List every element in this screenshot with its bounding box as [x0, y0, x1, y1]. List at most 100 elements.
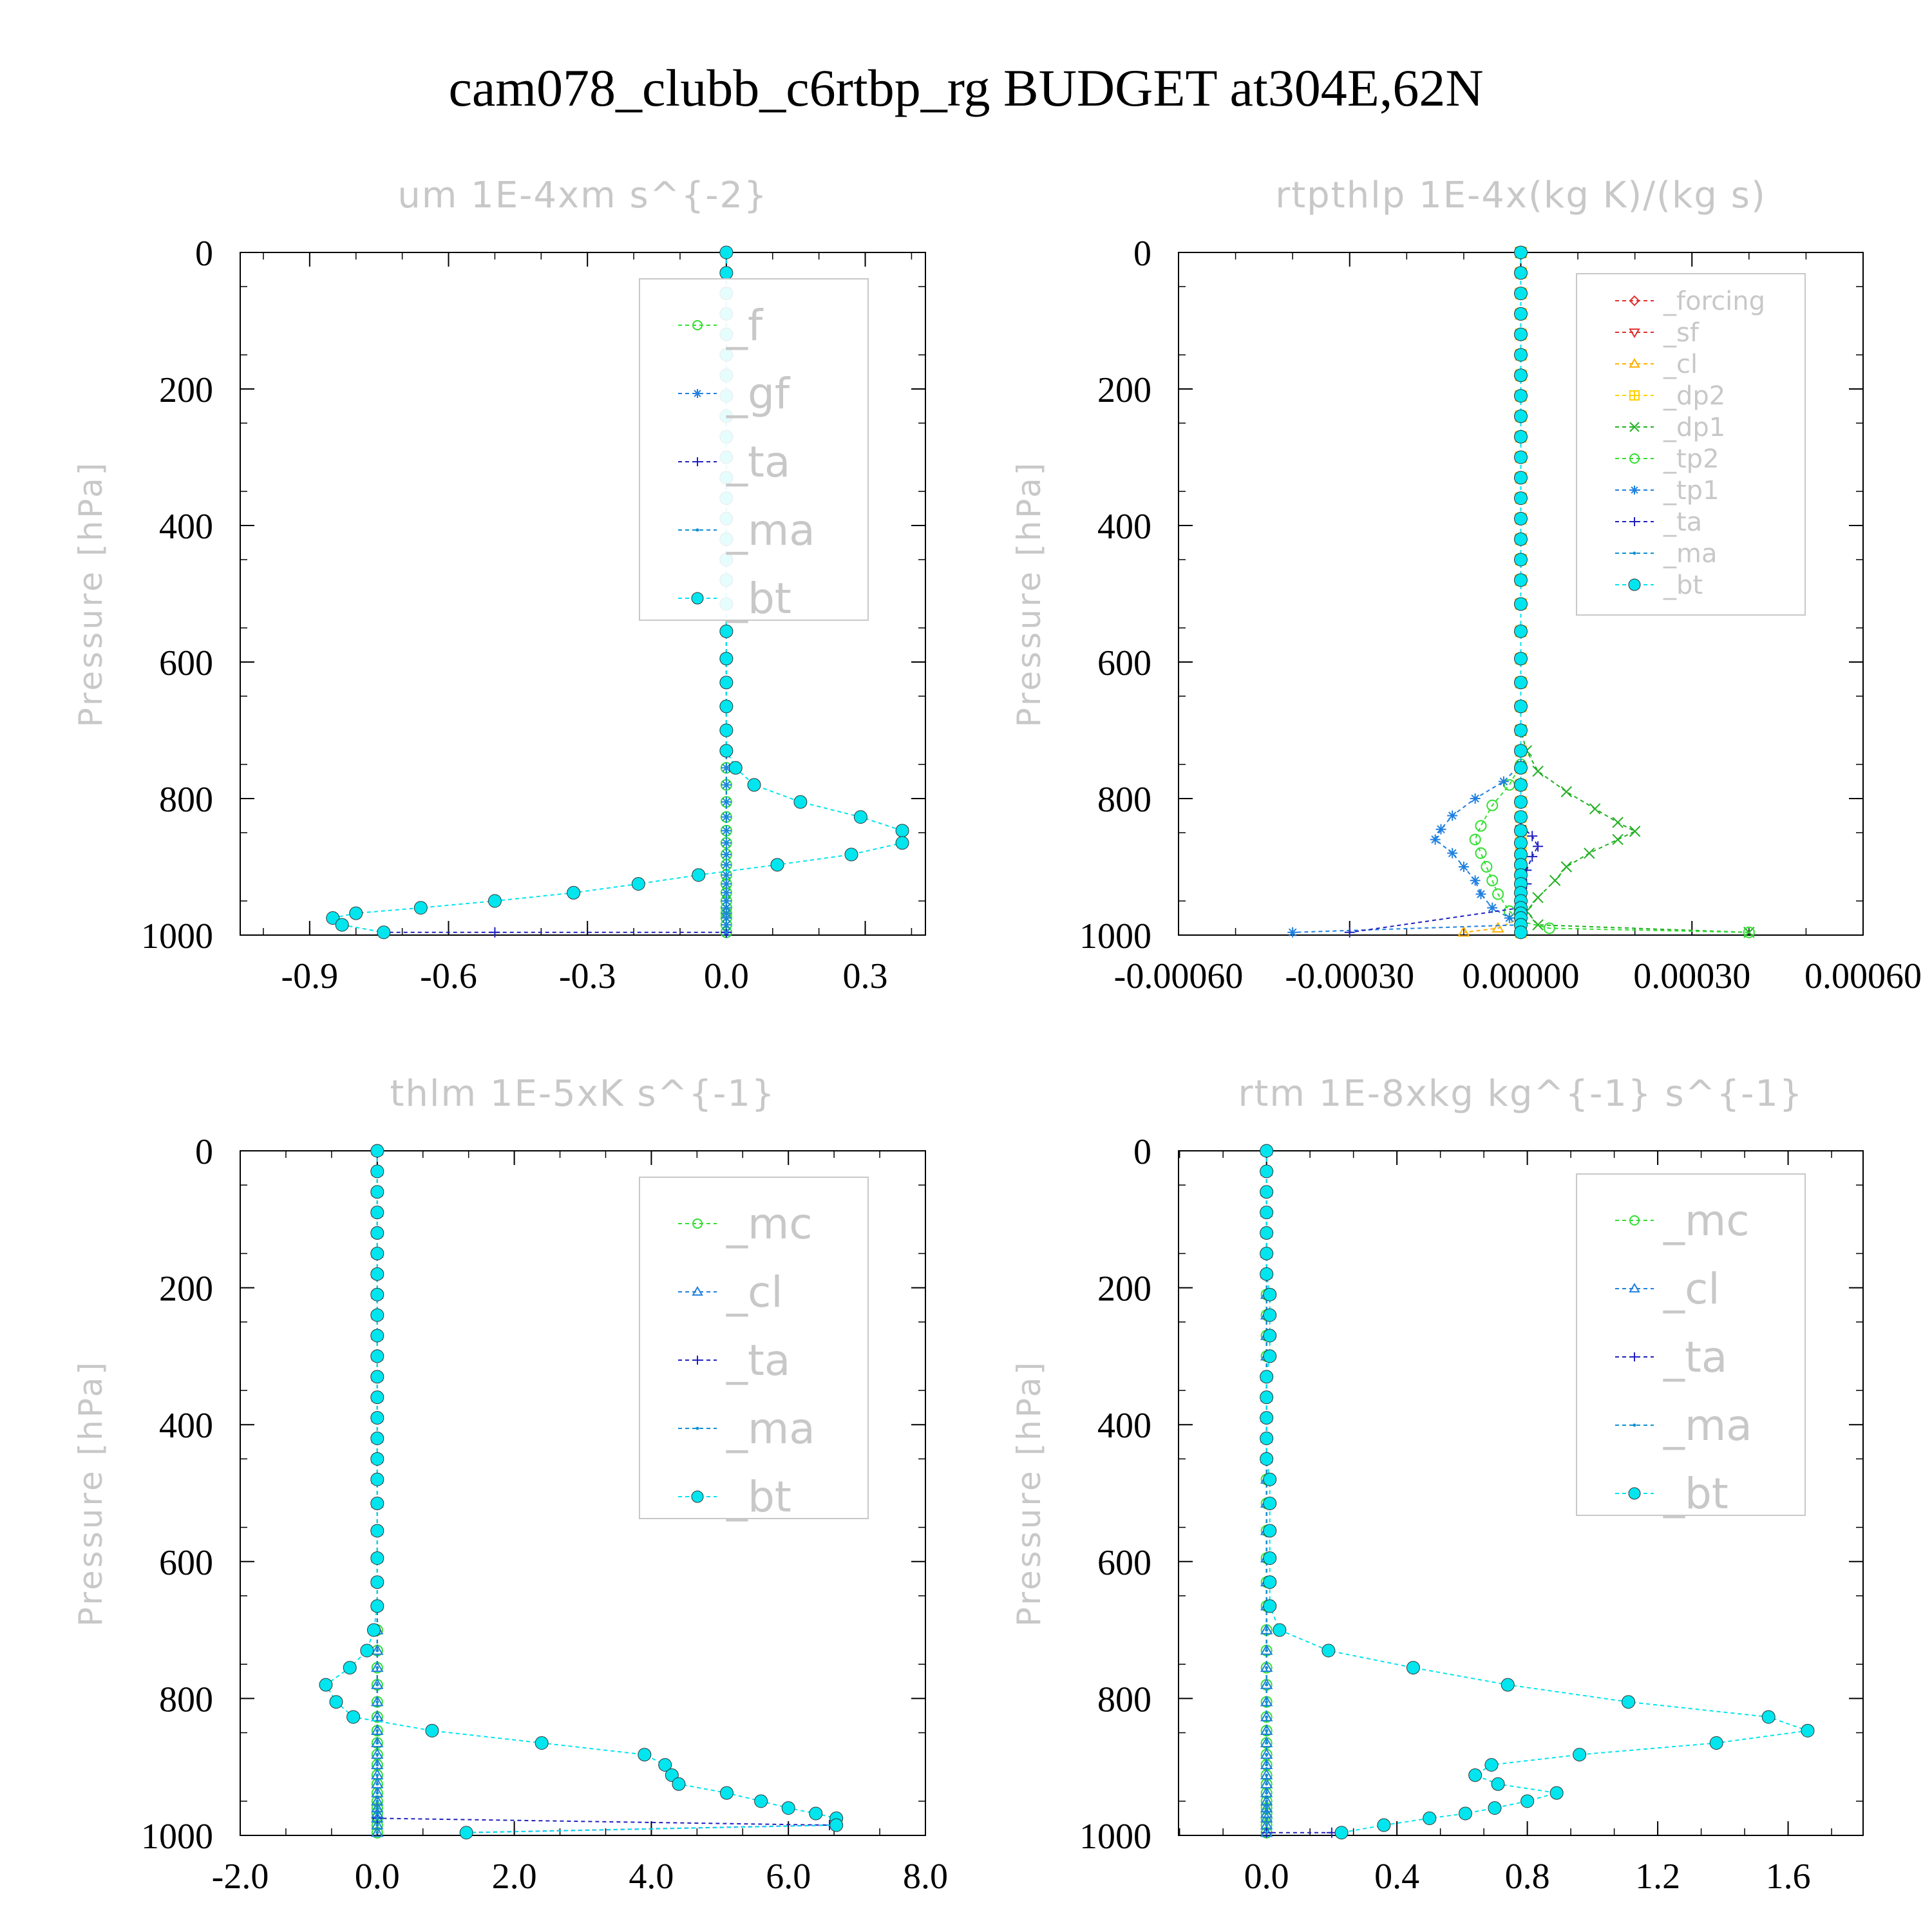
y-axis-label: Pressure [hPa] — [72, 460, 109, 728]
legend-marker — [691, 1490, 704, 1503]
y-axis-label: Pressure [hPa] — [72, 1359, 109, 1627]
data-point — [1514, 409, 1528, 423]
x-tick-label: 2.0 — [492, 1857, 537, 1897]
data-point — [1549, 1786, 1564, 1800]
data-point — [1491, 1777, 1505, 1791]
legend-entry-cl: _cl — [1615, 1264, 1720, 1314]
data-point — [370, 1599, 384, 1613]
data-point — [1265, 1683, 1269, 1687]
data-point — [1265, 1823, 1269, 1827]
data-point — [370, 1452, 384, 1466]
data-point — [1527, 831, 1538, 842]
data-point — [1543, 922, 1555, 934]
data-point — [724, 766, 728, 770]
data-point — [1260, 1452, 1274, 1466]
data-point — [1265, 1831, 1269, 1835]
legend-entry-gf: _gf — [678, 369, 791, 419]
x-tick-label: -0.9 — [281, 956, 339, 996]
data-point — [1514, 491, 1528, 506]
data-point — [375, 1816, 379, 1820]
legend-marker — [693, 1356, 702, 1365]
data-point — [1423, 1811, 1437, 1825]
x-tick-label: -2.0 — [212, 1857, 269, 1897]
data-point — [1487, 902, 1498, 913]
legend-label: _dp2 — [1663, 381, 1725, 411]
data-point — [349, 906, 363, 920]
legend-marker — [693, 389, 702, 398]
data-point — [724, 882, 728, 886]
data-point — [370, 1524, 384, 1538]
data-point — [1514, 450, 1528, 464]
legend-label: _ma — [726, 1404, 815, 1454]
legend-label: _ta — [1663, 1332, 1727, 1382]
panel-4: rtm 1E-8xkg kg^{-1} s^{-1} Pressure [hPa]… — [1010, 1073, 1864, 1897]
data-point — [370, 1329, 384, 1343]
legend: _f _gf _ta _ma _bt — [639, 278, 869, 623]
data-point — [1263, 1329, 1277, 1343]
legend-marker — [696, 1426, 699, 1430]
legend-label: _ma — [1663, 539, 1717, 569]
y-tick-label: 600 — [1097, 643, 1151, 683]
data-point — [719, 266, 734, 280]
data-point — [1514, 245, 1528, 260]
data-point — [1265, 1753, 1269, 1757]
data-point — [1260, 1206, 1274, 1220]
legend-marker — [1630, 486, 1639, 495]
data-point — [1265, 1741, 1269, 1745]
y-axis-label: Pressure [hPa] — [1010, 1359, 1048, 1627]
data-point — [366, 1623, 381, 1637]
legend-entry-mc: _mc — [1615, 1196, 1750, 1245]
data-point — [1260, 1411, 1274, 1425]
data-point — [1458, 862, 1469, 872]
data-point — [370, 1144, 384, 1158]
x-tick-label: 0.0 — [355, 1857, 400, 1897]
data-point — [1263, 1308, 1277, 1322]
data-point — [1514, 327, 1528, 341]
legend-label: _dp1 — [1663, 413, 1725, 442]
panel-2: rtpthlp 1E-4x(kg K)/(kg s) Pressure [hPa]… — [1010, 175, 1922, 996]
legend-entry-cl: _cl — [1615, 350, 1698, 379]
x-tick-label: 0.4 — [1374, 1857, 1419, 1897]
legend-marker — [1629, 422, 1640, 432]
x-tick-label: 4.0 — [629, 1857, 674, 1897]
legend-marker — [692, 1218, 703, 1229]
legend-marker — [1628, 1487, 1641, 1500]
data-point — [1612, 817, 1624, 828]
data-point — [1263, 1349, 1277, 1363]
data-point — [375, 1753, 379, 1757]
data-point — [719, 676, 734, 690]
data-point — [1265, 1649, 1269, 1653]
data-point — [370, 1206, 384, 1220]
legend-marker — [1629, 328, 1640, 338]
data-point — [724, 841, 728, 845]
legend: _mc _cl _ta _ma _bt — [639, 1177, 869, 1522]
data-point — [1514, 744, 1528, 758]
data-point — [371, 1678, 384, 1689]
x-tick-label: 0.00000 — [1463, 956, 1580, 996]
legend-entry-ta: _ta — [678, 437, 790, 487]
data-point — [829, 1818, 844, 1832]
data-point — [1260, 1390, 1274, 1405]
x-tick-label: -0.00030 — [1285, 956, 1414, 996]
data-point — [1406, 1661, 1420, 1675]
data-point — [844, 848, 858, 862]
data-point — [1514, 761, 1528, 775]
data-point — [1260, 1226, 1274, 1240]
y-tick-label: 0 — [195, 234, 213, 274]
data-point — [1514, 511, 1528, 526]
data-point — [1514, 471, 1528, 485]
y-tick-label: 800 — [1097, 1680, 1151, 1719]
legend-marker — [696, 528, 699, 532]
data-point — [719, 699, 734, 714]
data-point — [1622, 1695, 1636, 1709]
data-point — [370, 1185, 384, 1199]
legend-label: _bt — [1663, 571, 1703, 600]
legend-entry-cl: _cl — [678, 1267, 783, 1317]
data-point — [631, 877, 645, 891]
data-point — [1265, 1799, 1269, 1803]
data-point — [1560, 861, 1573, 873]
legend-box — [639, 278, 869, 621]
data-point — [1514, 553, 1528, 567]
data-point — [724, 863, 728, 867]
